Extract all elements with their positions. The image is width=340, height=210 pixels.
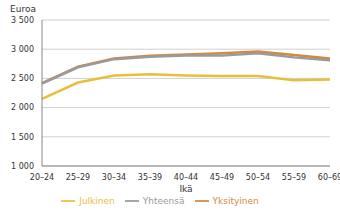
svg-text:60–69: 60–69 bbox=[318, 173, 332, 182]
html-text:Yhteensä: Yhteensä bbox=[142, 195, 185, 206]
svg-text:1 500: 1 500 bbox=[11, 133, 34, 142]
svg-text:1 000: 1 000 bbox=[11, 162, 34, 171]
svg-text:45–49: 45–49 bbox=[210, 173, 234, 182]
svg-text:Ikä: Ikä bbox=[179, 184, 192, 194]
svg-text:2 000: 2 000 bbox=[11, 103, 34, 112]
html-text:Yksityinen: Yksityinen bbox=[212, 195, 259, 206]
svg-text:40–44: 40–44 bbox=[174, 173, 198, 182]
svg-text:55–59: 55–59 bbox=[282, 173, 306, 182]
svg-text:35–39: 35–39 bbox=[138, 173, 162, 182]
html-text:Julkinen: Julkinen bbox=[79, 195, 115, 206]
html-text:Euroa: Euroa bbox=[10, 4, 36, 14]
svg-text:3 500: 3 500 bbox=[11, 16, 34, 25]
svg-text:20–24: 20–24 bbox=[30, 173, 54, 182]
svg-text:25–29: 25–29 bbox=[66, 173, 90, 182]
svg-text:50–54: 50–54 bbox=[246, 173, 270, 182]
svg-text:30–34: 30–34 bbox=[102, 173, 126, 182]
svg-text:3 000: 3 000 bbox=[11, 45, 34, 54]
svg-text:2 500: 2 500 bbox=[11, 74, 34, 83]
